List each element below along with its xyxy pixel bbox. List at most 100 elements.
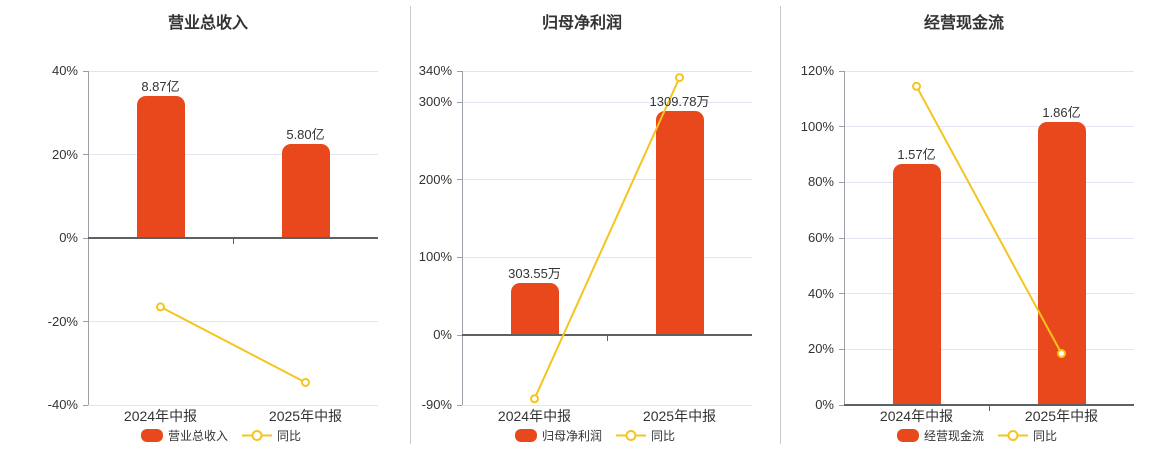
bar-value-label: 5.80亿: [286, 127, 325, 143]
y-axis-tick: [839, 70, 844, 72]
bar-value-label: 1.57亿: [897, 147, 936, 163]
gridline: [844, 237, 1134, 239]
legend-line-icon: [242, 430, 272, 441]
gridline: [462, 179, 752, 181]
x-axis-line: [844, 404, 1134, 406]
y-tick-label: 300%: [418, 94, 452, 110]
chart-title-cash-flow: 经营现金流: [923, 15, 1005, 32]
y-axis-line: [844, 71, 845, 405]
bar-2024年中报: [892, 164, 941, 405]
x-axis-line: [462, 334, 752, 337]
legend-line-label: 同比: [651, 429, 676, 443]
gridline: [462, 101, 752, 103]
yoy-point: [912, 81, 921, 91]
legend: 经营现金流 同比: [896, 427, 1057, 444]
y-axis-line: [462, 71, 463, 405]
yoy-line: [533, 77, 681, 400]
y-tick-label: 100%: [418, 249, 452, 265]
y-tick-label: 0%: [433, 327, 452, 343]
y-axis-tick: [83, 237, 88, 239]
y-axis-tick: [839, 126, 844, 128]
legend-item-bar-series[interactable]: 经营现金流: [896, 427, 984, 444]
legend-bar-swatch-icon: [896, 429, 919, 442]
bar-2025年中报: [281, 144, 330, 238]
legend: 归母净利润 同比: [514, 427, 675, 444]
y-tick-label: 60%: [807, 230, 834, 245]
y-axis-tick: [457, 70, 462, 72]
y-tick-label: 120%: [800, 63, 834, 78]
y-tick-label: 0%: [59, 230, 78, 245]
yoy-point: [301, 377, 310, 387]
yoy-line: [915, 85, 1063, 354]
y-axis-tick: [839, 181, 844, 183]
bar-value-label: 8.87亿: [141, 78, 180, 94]
legend-item-line-series[interactable]: 同比: [242, 427, 301, 444]
y-axis-tick: [83, 321, 88, 322]
panel-divider: [410, 6, 411, 444]
y-tick-label: 80%: [807, 174, 834, 190]
x-axis-tick: [607, 336, 608, 342]
y-axis-tick: [457, 404, 462, 406]
legend-line-icon: [616, 430, 646, 441]
yoy-point: [1057, 349, 1066, 359]
y-axis-tick: [839, 237, 844, 239]
legend-item-line-series[interactable]: 同比: [998, 427, 1057, 444]
legend-bar-swatch-icon: [140, 429, 163, 442]
x-axis-tick: [233, 239, 234, 244]
y-axis-tick: [839, 293, 844, 295]
legend-item-bar-series[interactable]: 营业总收入: [140, 427, 228, 444]
y-tick-label: 40%: [807, 285, 834, 301]
y-axis-tick: [457, 256, 462, 258]
gridline: [844, 181, 1134, 183]
x-category-label: 2024年中报: [123, 408, 198, 424]
y-tick-label: 20%: [51, 146, 78, 162]
x-category-label: 2025年中报: [1024, 408, 1099, 424]
bar-2025年中报: [655, 111, 704, 336]
y-tick-label: 40%: [51, 63, 78, 78]
yoy-point: [156, 302, 165, 312]
yoy-line: [160, 306, 306, 384]
x-category-label: 2024年中报: [497, 408, 572, 424]
yoy-point: [530, 394, 539, 404]
y-tick-label: -90%: [421, 397, 452, 412]
legend-bar-label: 营业总收入: [167, 429, 228, 443]
y-axis-tick: [83, 70, 88, 72]
gridline: [844, 126, 1134, 128]
y-axis-tick: [457, 334, 462, 336]
yoy-line-series: [156, 302, 310, 387]
yoy-line-series: [912, 81, 1066, 359]
x-category-label: 2024年中报: [879, 408, 954, 424]
bar-2024年中报: [136, 95, 185, 238]
gridline: [88, 154, 378, 155]
y-tick-label: 340%: [418, 63, 452, 78]
legend-item-bar-series[interactable]: 归母净利润: [514, 427, 602, 444]
yoy-point: [675, 73, 684, 83]
y-axis-tick: [457, 101, 462, 103]
chart-title-net-profit: 归母净利润: [541, 15, 623, 32]
y-axis-tick: [457, 179, 462, 181]
gridline: [462, 70, 752, 72]
legend: 营业总收入 同比: [140, 427, 301, 444]
legend-item-line-series[interactable]: 同比: [616, 427, 675, 444]
y-tick-label: 200%: [418, 171, 452, 187]
gridline: [844, 293, 1134, 295]
legend-line-label: 同比: [277, 429, 302, 443]
bar-2024年中报: [510, 283, 559, 336]
legend-line-icon: [998, 430, 1028, 441]
legend-bar-label: 经营现金流: [923, 429, 984, 443]
gridline: [844, 70, 1134, 72]
gridline: [462, 404, 752, 406]
y-tick-label: 100%: [800, 118, 834, 134]
gridline: [88, 70, 378, 72]
legend-line-label: 同比: [1033, 429, 1058, 443]
yoy-line-series: [530, 73, 684, 404]
y-tick-label: 20%: [807, 341, 834, 357]
x-category-label: 2025年中报: [268, 408, 343, 424]
y-tick-label: -40%: [47, 397, 78, 412]
y-tick-label: 0%: [815, 397, 834, 412]
y-axis-tick: [839, 404, 844, 406]
gridline: [88, 321, 378, 322]
bar-value-label: 1309.78万: [649, 94, 710, 110]
gridline: [462, 256, 752, 258]
y-axis-tick: [83, 404, 88, 406]
